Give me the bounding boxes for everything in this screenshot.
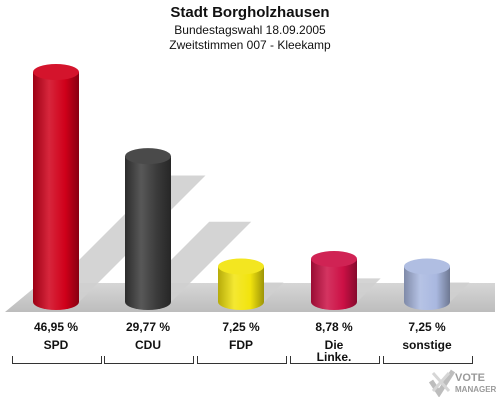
category-label: FDP — [196, 339, 286, 351]
bar-body — [404, 266, 450, 310]
vote-manager-logo: VOTE MANAGER — [428, 369, 497, 397]
bar-cap — [125, 148, 171, 165]
bar-cdu — [125, 148, 171, 310]
logo-text-vote: VOTE — [455, 372, 485, 384]
value-label: 46,95 % — [33, 320, 79, 334]
value-label: 7,25 % — [408, 320, 446, 334]
bar-cap — [33, 64, 79, 80]
category-label-line: SPD — [43, 338, 69, 352]
value-label: 7,25 % — [222, 320, 260, 334]
category-label-line: Linke. — [316, 350, 352, 364]
category-label: SPD — [11, 339, 101, 351]
bar-body — [33, 72, 79, 310]
category-bracket — [197, 356, 287, 364]
category-label: sonstige — [382, 339, 472, 351]
category-label: Die Linke. — [289, 339, 379, 363]
chart-title: Stadt Borgholzhausen — [170, 4, 330, 21]
check-icon — [428, 369, 456, 397]
bar-cap — [311, 250, 357, 267]
chart-subtitle-election: Bundestagswahl 18.09.2005 — [174, 23, 326, 37]
category-label-line: FDP — [229, 338, 253, 352]
bar-cap — [404, 258, 450, 275]
value-label: 29,77 % — [125, 320, 171, 334]
bar-body — [311, 258, 357, 310]
bar-cap — [218, 258, 264, 275]
category-bracket — [104, 356, 194, 364]
category-bracket — [383, 356, 473, 364]
bar-body — [218, 266, 264, 310]
bar-spd — [33, 64, 79, 310]
bar-fdp — [218, 258, 264, 310]
category-bracket — [12, 356, 102, 364]
bar-sonstige — [404, 258, 450, 310]
category-label: CDU — [103, 339, 193, 351]
logo-text-manager: MANAGER — [455, 385, 497, 394]
category-label-line: Die — [324, 338, 344, 352]
category-label-line: sonstige — [402, 338, 452, 352]
bar-body — [125, 156, 171, 310]
chart-subtitle-district: Zweitstimmen 007 - Kleekamp — [169, 38, 331, 52]
category-label-line: CDU — [135, 338, 161, 352]
bar-die-linke — [311, 250, 357, 310]
category-bracket — [290, 356, 380, 364]
bars — [33, 64, 450, 310]
value-label: 8,78 % — [315, 320, 353, 334]
